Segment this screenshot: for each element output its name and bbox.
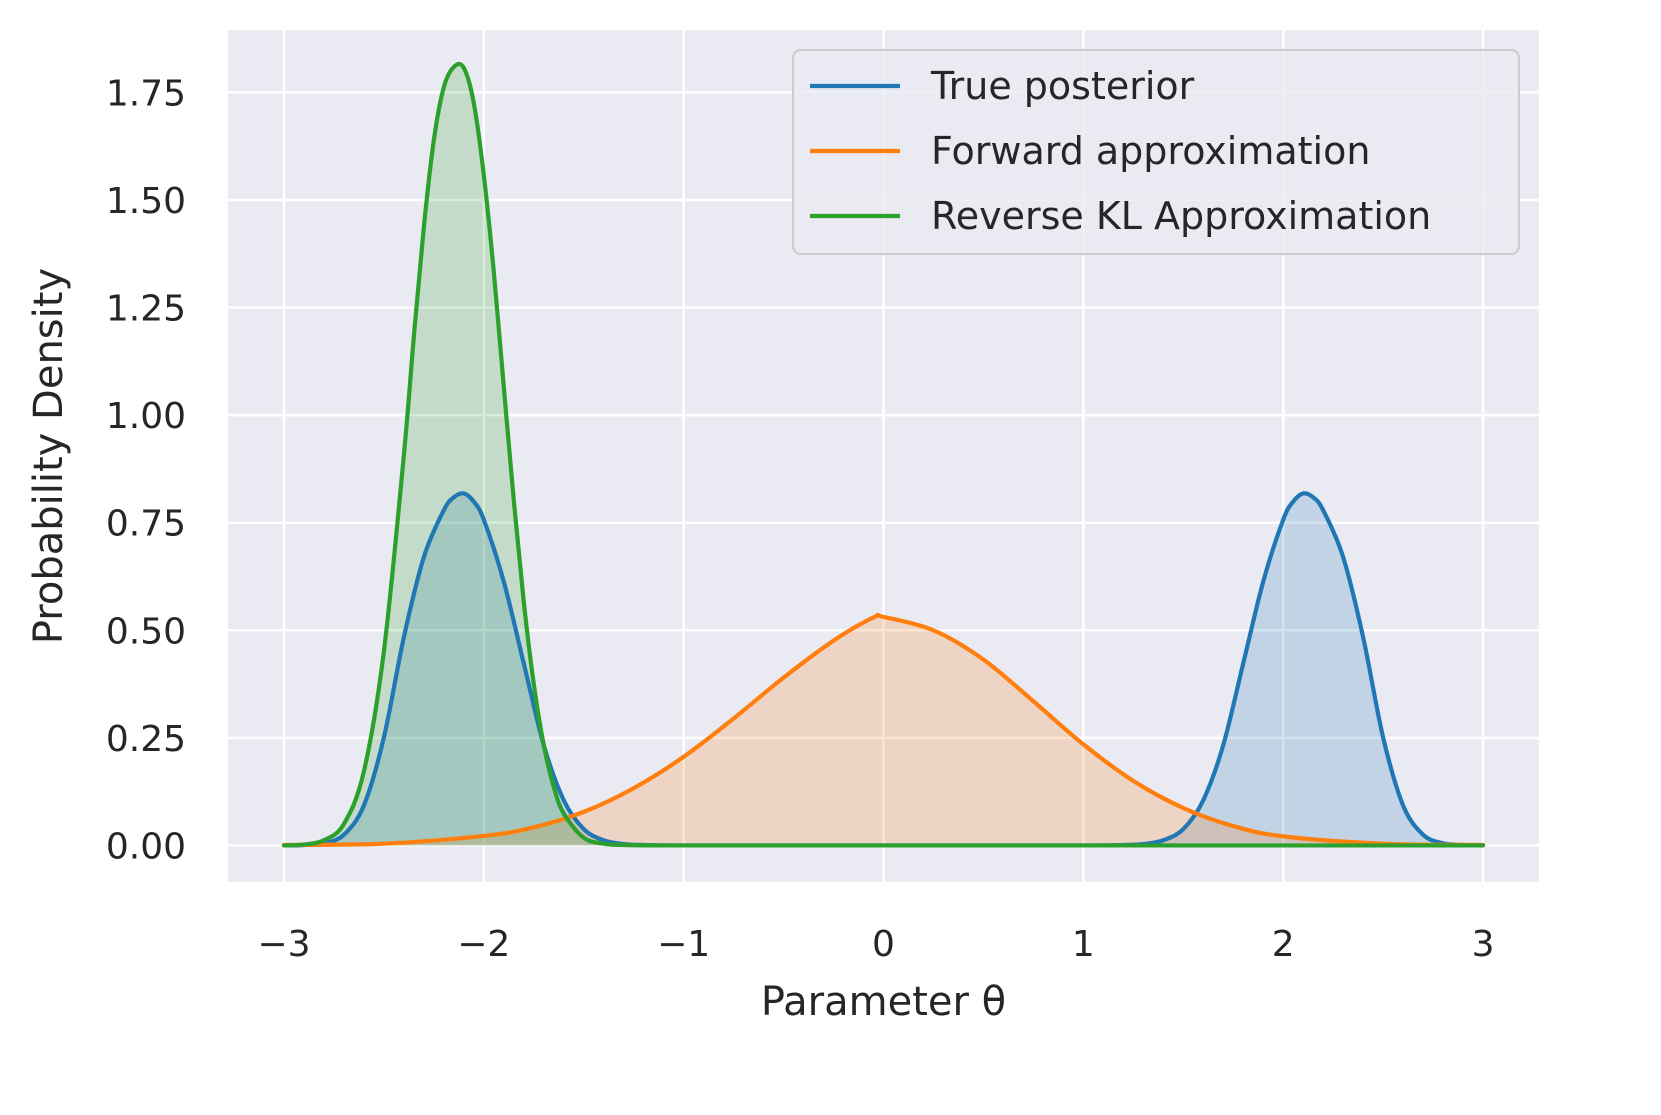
y-tick-label: 1.00 (106, 396, 186, 437)
x-tick-labels: −3 −2 −1 0 1 2 3 (257, 924, 1494, 965)
y-tick-label: 1.50 (106, 181, 186, 222)
line-reverse-kl-approximation (281, 61, 1486, 848)
legend-label: True posterior (930, 64, 1195, 108)
legend-label: Forward approximation (931, 129, 1370, 173)
y-tick-label: 0.25 (106, 719, 186, 760)
legend-label: Reverse KL Approximation (931, 194, 1431, 238)
area-forward-approximation (283, 614, 1484, 846)
y-axis-label: Probability Density (26, 268, 72, 644)
x-tick-label: 3 (1472, 924, 1495, 965)
x-tick-label: −3 (257, 924, 310, 965)
x-tick-label: −1 (657, 924, 710, 965)
x-tick-label: 2 (1272, 924, 1295, 965)
area-reverse-kl-approximation (283, 63, 1484, 846)
x-axis-label: Parameter θ (761, 979, 1006, 1025)
y-tick-label: 1.75 (106, 73, 186, 114)
y-tick-label: 1.25 (106, 289, 186, 330)
y-tick-labels: 0.00 0.25 0.50 0.75 1.00 1.25 1.50 1.75 (106, 73, 186, 867)
x-tick-label: −2 (457, 924, 510, 965)
series-lines (281, 61, 1486, 848)
line-forward-approximation (281, 612, 1486, 848)
x-tick-label: 1 (1072, 924, 1095, 965)
x-tick-label: 0 (872, 924, 895, 965)
legend: True posterior Forward approximation Rever… (792, 49, 1520, 255)
y-tick-label: 0.50 (106, 611, 186, 652)
y-tick-label: 0.75 (106, 504, 186, 545)
y-tick-label: 0.00 (106, 826, 186, 867)
legend-box (792, 49, 1520, 255)
